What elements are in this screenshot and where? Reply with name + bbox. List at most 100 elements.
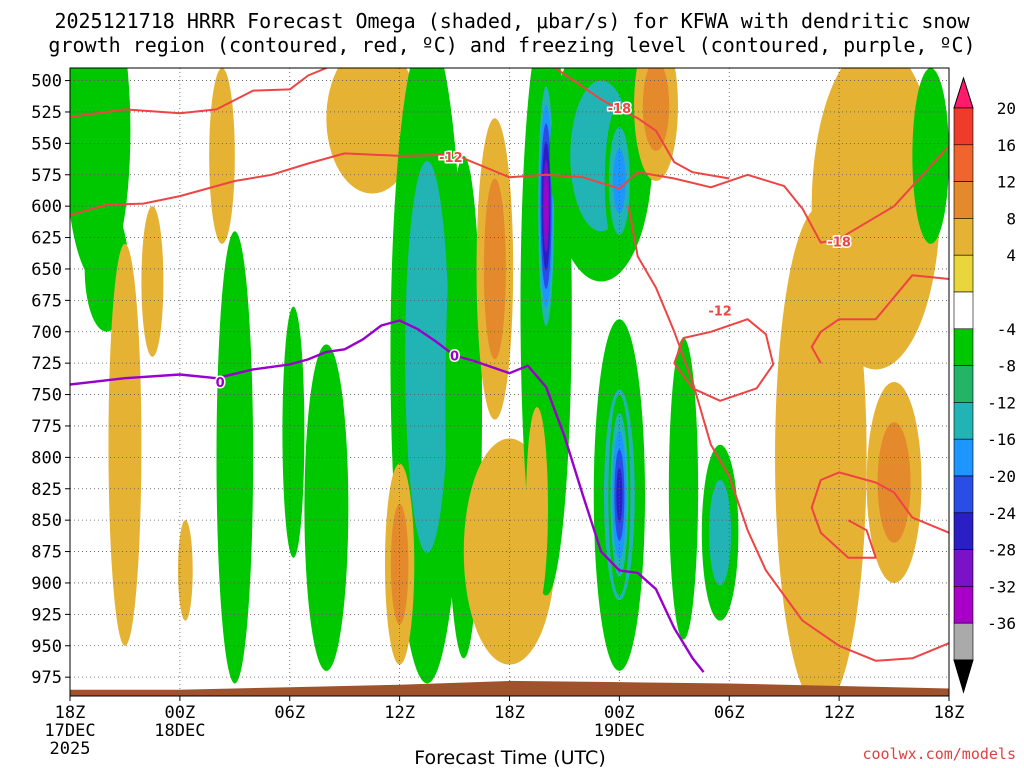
contour-label: -12	[708, 304, 732, 319]
omega-cell-band	[405, 160, 450, 553]
y-tick-label: 500	[31, 72, 62, 92]
omega-cell-band	[141, 206, 164, 357]
y-tick-label: 575	[31, 166, 62, 186]
y-tick-label: 950	[31, 637, 62, 657]
x-tick-label: 18Z	[494, 703, 525, 723]
x-axis-label: Forecast Time (UTC)	[414, 747, 605, 768]
colorbar-segment	[953, 328, 974, 366]
omega-cell	[178, 520, 193, 621]
omega-cell-band	[178, 520, 193, 621]
omega-cell-band	[209, 68, 235, 244]
colorbar-label: 16	[997, 136, 1016, 155]
colorbar-label: 8	[1006, 209, 1016, 228]
omega-cell	[701, 444, 739, 621]
colorbar-segment	[953, 181, 974, 219]
omega-cell-band	[877, 422, 911, 543]
omega-cell-band	[613, 148, 626, 214]
omega-cell-band	[282, 306, 305, 558]
x-tick-label: 00Z	[604, 703, 635, 723]
x-tick-year: 2025	[50, 739, 91, 759]
omega-cell	[326, 68, 418, 194]
colorbar-segment	[953, 475, 974, 514]
contours	[70, 68, 949, 673]
colorbar-segment	[953, 291, 974, 330]
x-tick-label: 18Z	[934, 703, 965, 723]
colorbar-segment	[953, 438, 974, 477]
omega-cell-band	[525, 407, 548, 609]
omega-cell	[811, 68, 940, 370]
omega-cell-band	[912, 68, 949, 244]
dgz-contour-red	[70, 68, 327, 118]
omega-cell-band	[709, 479, 732, 586]
colorbar-label: 12	[997, 173, 1016, 192]
y-tick-label: 850	[31, 511, 62, 531]
omega-cell-band	[326, 68, 418, 194]
y-tick-label: 650	[31, 260, 62, 280]
colorbar-segment	[953, 254, 974, 293]
omega-cell	[108, 243, 142, 646]
colorbar-segment	[953, 365, 974, 403]
contour-label: -12	[439, 151, 463, 166]
y-tick-label: 875	[31, 543, 62, 563]
colorbar-label: 4	[1006, 246, 1016, 265]
colorbar-label: -36	[987, 614, 1016, 633]
dgz-contour-red	[554, 68, 730, 180]
x-tick-date: 19DEC	[594, 721, 645, 741]
x-tick-label: 06Z	[714, 703, 745, 723]
colorbar-label: -24	[987, 504, 1016, 523]
omega-cell-band	[642, 68, 670, 151]
contour-labels: -12 -18 -18 -12 0 0	[214, 101, 852, 393]
y-tick-label: 925	[31, 605, 62, 625]
y-tick-label: 750	[31, 386, 62, 406]
omega-cell	[866, 382, 922, 583]
omega-cell	[912, 68, 949, 244]
colorbar-top-arrow	[953, 76, 974, 109]
contour-label: -18	[827, 235, 851, 250]
colorbar-label: -16	[987, 430, 1016, 449]
y-tick-label: 975	[31, 668, 62, 688]
y-tick-label: 825	[31, 480, 62, 500]
y-tick-label: 700	[31, 323, 62, 343]
y-tick-label: 775	[31, 417, 62, 437]
colorbar-label: -8	[997, 357, 1016, 376]
dgz-contour-red	[810, 471, 949, 559]
omega-cell-band	[304, 344, 349, 671]
colorbar-label: -4	[997, 320, 1016, 339]
omega-cell-band	[668, 338, 699, 640]
colorbar-segment	[953, 218, 974, 256]
terrain	[70, 680, 949, 696]
colorbar-segment	[953, 107, 974, 146]
terrain-fill	[70, 680, 949, 696]
y-tick-label: 625	[31, 229, 62, 249]
colorbar-segment	[953, 622, 974, 661]
chart-title-line2: growth region (contoured, red, ºC) and f…	[48, 33, 975, 57]
colorbar-label: -28	[987, 541, 1016, 560]
omega-cell	[668, 338, 699, 640]
chart-title-line1: 2025121718 HRRR Forecast Omega (shaded, …	[54, 9, 970, 33]
x-tick-date: 17DEC	[44, 721, 95, 741]
colorbar-segment	[953, 144, 974, 182]
freezing-level-contour	[70, 319, 705, 673]
y-tick-label: 550	[31, 134, 62, 154]
x-tick-date: 18DEC	[154, 721, 205, 741]
omega-cell-band	[108, 243, 142, 646]
dgz-contour-red	[673, 318, 775, 402]
omega-cell	[608, 394, 631, 596]
omega-cell-band	[616, 467, 623, 523]
omega-cell	[141, 206, 164, 357]
omega-cell	[209, 68, 235, 244]
x-tick-label: 12Z	[824, 703, 855, 723]
contour-label: -18	[608, 102, 632, 117]
colorbar-segment	[953, 549, 974, 587]
colorbar-label: 20	[997, 99, 1016, 118]
omega-cell	[525, 407, 548, 609]
dgz-contour-red	[627, 206, 949, 662]
y-tick-label: 900	[31, 574, 62, 594]
x-tick-label: 12Z	[384, 703, 415, 723]
colorbar-segment	[953, 402, 974, 440]
y-axis: 500 525 550 575 600 625 650 675 700 725 750 775 800 8…	[31, 72, 70, 688]
colorbar-segment	[953, 512, 974, 550]
